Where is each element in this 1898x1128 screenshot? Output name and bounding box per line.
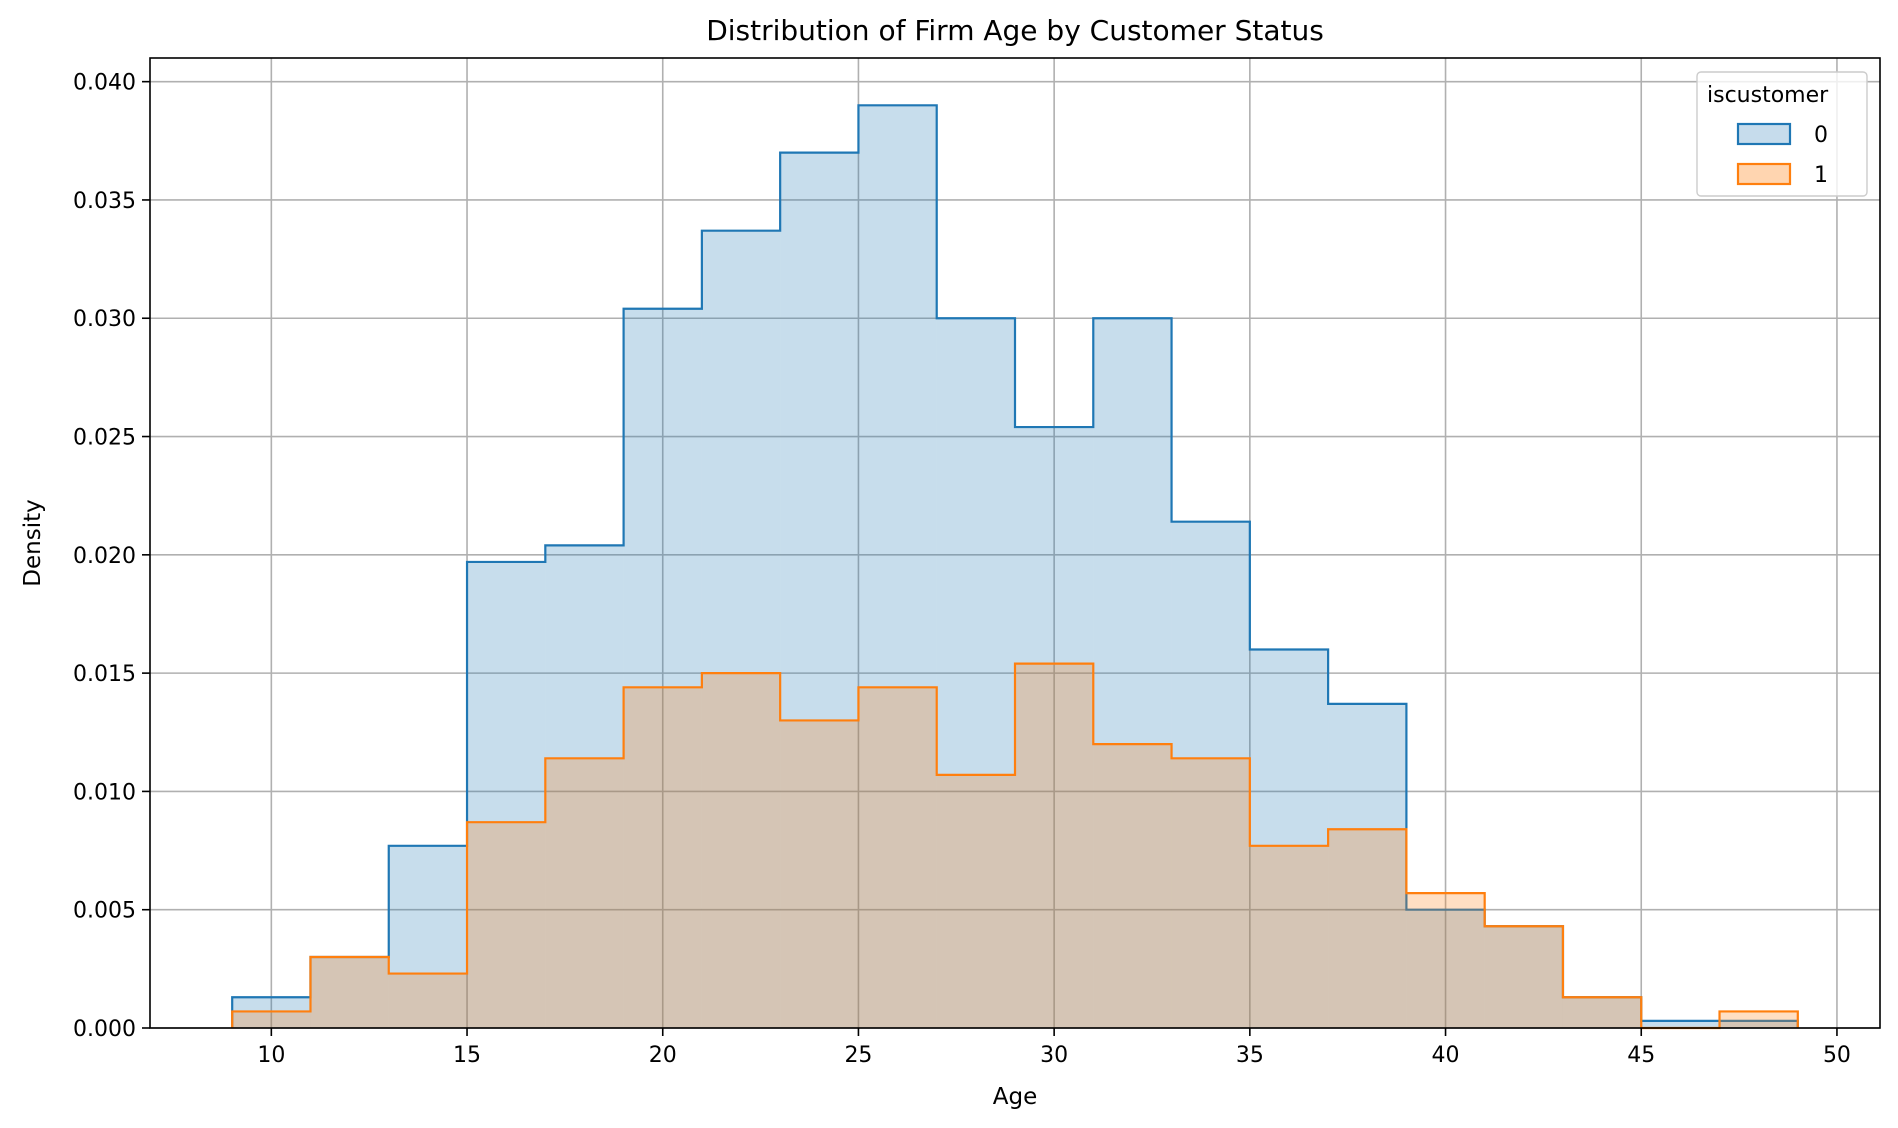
series-0: [231, 104, 1799, 1028]
x-tick-label: 20: [649, 1043, 677, 1068]
bar-fill: [936, 774, 1015, 1028]
bar-fill: [1093, 744, 1172, 1028]
bar-fill: [1015, 427, 1094, 1028]
bar-fill: [1249, 649, 1329, 1028]
x-tick-label: 50: [1823, 1043, 1851, 1068]
series-1: [231, 662, 1799, 1030]
y-tick-label: 0.000: [73, 1017, 136, 1042]
bar-fill: [1015, 663, 1094, 1028]
legend-title: iscustomer: [1707, 83, 1829, 108]
bar-fill: [545, 545, 624, 1028]
bar-fill: [1484, 926, 1563, 1028]
plot-frame: [149, 57, 1881, 1029]
bar-fill: [858, 105, 937, 1028]
bar-fill: [1171, 521, 1250, 1028]
y-tick-label: 0.010: [73, 780, 136, 805]
bar-fill: [780, 720, 859, 1028]
bar-fill: [858, 687, 937, 1028]
x-tick-label: 15: [453, 1043, 481, 1068]
x-tick-label: 40: [1432, 1043, 1460, 1068]
bar-fill: [545, 758, 624, 1028]
x-tick-label: 25: [844, 1043, 872, 1068]
x-tick-label: 35: [1236, 1043, 1264, 1068]
x-tick-label: 10: [257, 1043, 285, 1068]
bar-fill: [1171, 758, 1250, 1028]
legend-label: 1: [1814, 163, 1828, 188]
bar-fill: [1719, 1020, 1798, 1028]
bar-fill: [388, 845, 468, 1028]
x-tick-label: 30: [1040, 1043, 1068, 1068]
bar-fill: [701, 230, 781, 1028]
bar-fill: [467, 822, 546, 1028]
bar-fill: [232, 1011, 311, 1028]
y-tick-label: 0.025: [73, 426, 136, 451]
y-axis-title: Density: [20, 499, 46, 586]
bar-fill: [1562, 997, 1642, 1028]
y-tick-label: 0.020: [73, 544, 136, 569]
bar-fill: [1406, 909, 1485, 1028]
bar-fill: [388, 973, 468, 1028]
bar-fill: [1406, 893, 1485, 1028]
bar-fill: [936, 318, 1015, 1028]
bar-fill: [310, 957, 389, 1028]
y-tick-label: 0.005: [73, 899, 136, 924]
bar-fill: [1328, 829, 1407, 1028]
bar-fill: [467, 561, 546, 1028]
legend: iscustomer 0 1: [1696, 71, 1868, 197]
bar-fill: [1719, 1011, 1798, 1028]
chart-title: Distribution of Firm Age by Customer Sta…: [706, 14, 1324, 47]
y-tick-label: 0.030: [73, 307, 136, 332]
y-tick-label: 0.035: [73, 189, 136, 214]
bar-fill: [1093, 318, 1172, 1028]
bar-fill: [1249, 845, 1329, 1028]
legend-swatch: [1736, 122, 1792, 146]
bar-fill: [623, 308, 702, 1028]
x-axis-title: Age: [993, 1084, 1037, 1110]
series-outline: [231, 662, 1799, 1030]
bar-fill: [232, 997, 311, 1028]
legend-swatch: [1736, 162, 1792, 186]
bar-fill: [780, 152, 859, 1028]
bar-fill: [701, 673, 781, 1028]
bar-fill: [623, 687, 702, 1028]
y-tick-label: 0.040: [73, 71, 136, 96]
bar-fill: [1641, 1020, 1720, 1028]
histogram-series: [231, 104, 1799, 1030]
bar-fill: [310, 957, 389, 1028]
y-tick-label: 0.015: [73, 662, 136, 687]
bar-fill: [1484, 926, 1563, 1028]
x-tick-label: 45: [1627, 1043, 1655, 1068]
bar-fill: [1562, 997, 1642, 1028]
bar-fill: [1328, 703, 1407, 1028]
legend-label: 0: [1814, 123, 1828, 148]
axis-ticks: 10 15 20 25 30 35 40 45 500.0000.0050.0100.0150.…: [73, 71, 1851, 1068]
